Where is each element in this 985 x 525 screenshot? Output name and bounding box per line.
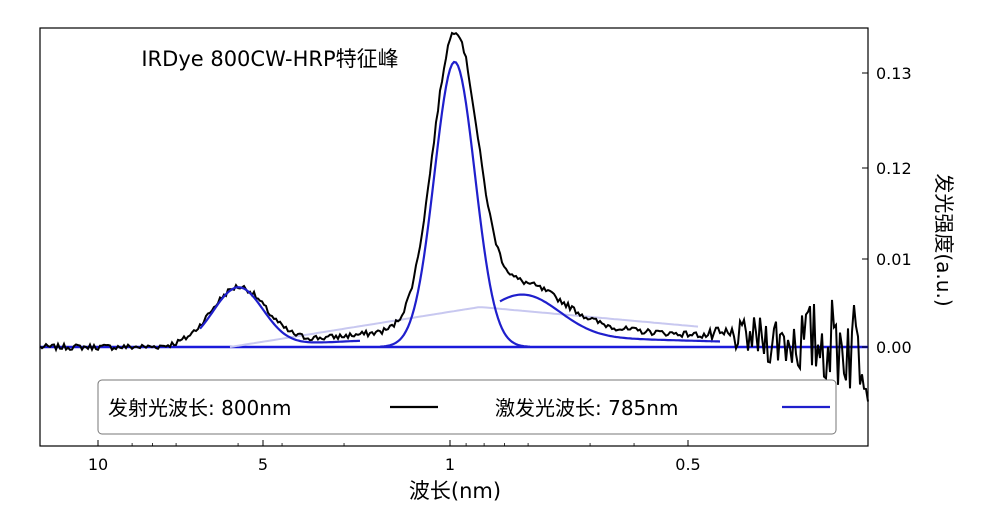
legend-label-excitation: 激发光波长: 785nm [495, 396, 678, 420]
legend-box [97, 379, 837, 435]
y-axis-label: 发光强度(a.u.) [932, 173, 956, 306]
fitted-peak-2 [379, 60, 531, 348]
x-axis-label: 波长(nm) [409, 479, 501, 503]
x-tick-label: 1 [445, 455, 455, 474]
y-tick-label: 0.12 [876, 159, 912, 178]
x-tick-label: 5 [258, 455, 268, 474]
legend: 发射光波长: 800nm 激发光波长: 785nm [97, 379, 837, 435]
y-tick-label: 0.01 [876, 250, 912, 269]
x-axis: 10 5 1 0.5 [88, 440, 701, 474]
x-tick-label: 10 [88, 455, 108, 474]
series-emission [39, 31, 869, 402]
legend-label-emission: 发射光波长: 800nm [108, 396, 291, 420]
plot-area [39, 31, 869, 402]
y-tick-label: 0.13 [876, 64, 912, 83]
background-fit-curve [229, 306, 699, 348]
y-tick-label: 0.00 [876, 338, 912, 357]
y-axis: 0.00 0.01 0.12 0.13 [862, 64, 912, 357]
chart-title: IRDye 800CW-HRP特征峰 [141, 47, 398, 71]
plot-frame [39, 27, 869, 447]
x-tick-label: 0.5 [675, 455, 700, 474]
fitted-peak-1 [199, 286, 361, 344]
fitted-peak-3 [499, 293, 721, 343]
